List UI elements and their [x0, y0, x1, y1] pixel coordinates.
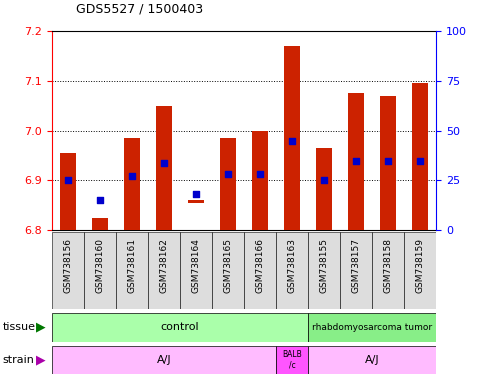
- Text: GSM738162: GSM738162: [159, 238, 169, 293]
- Text: GSM738155: GSM738155: [319, 238, 329, 293]
- Text: GSM738157: GSM738157: [352, 238, 361, 293]
- Text: GSM738165: GSM738165: [223, 238, 233, 293]
- Text: A/J: A/J: [365, 355, 380, 365]
- Text: GSM738160: GSM738160: [95, 238, 105, 293]
- Text: control: control: [161, 322, 199, 333]
- Text: ▶: ▶: [36, 354, 46, 366]
- Text: GSM738161: GSM738161: [127, 238, 137, 293]
- Bar: [276, 346, 308, 374]
- Bar: [284, 46, 300, 230]
- Bar: [308, 313, 436, 342]
- Text: A/J: A/J: [157, 355, 171, 365]
- Text: GSM738164: GSM738164: [191, 238, 201, 293]
- Point: [416, 157, 424, 164]
- Text: GSM738158: GSM738158: [384, 238, 393, 293]
- Bar: [348, 93, 364, 230]
- Text: ▶: ▶: [36, 321, 46, 334]
- Bar: [188, 200, 204, 203]
- Text: GDS5527 / 1500403: GDS5527 / 1500403: [76, 2, 204, 15]
- Point: [320, 177, 328, 184]
- Text: rhabdomyosarcoma tumor: rhabdomyosarcoma tumor: [312, 323, 432, 332]
- Bar: [52, 313, 308, 342]
- Point: [256, 171, 264, 177]
- Point: [64, 177, 72, 184]
- Text: GSM738163: GSM738163: [287, 238, 297, 293]
- Point: [160, 159, 168, 166]
- Bar: [252, 131, 268, 230]
- Text: BALB
/c: BALB /c: [282, 350, 302, 370]
- Bar: [372, 232, 404, 309]
- Bar: [220, 138, 236, 230]
- Bar: [380, 96, 396, 230]
- Bar: [92, 218, 108, 230]
- Bar: [84, 232, 116, 309]
- Bar: [316, 148, 332, 230]
- Point: [96, 197, 104, 204]
- Bar: [116, 232, 148, 309]
- Point: [385, 157, 392, 164]
- Text: strain: strain: [2, 355, 35, 365]
- Text: GSM738159: GSM738159: [416, 238, 425, 293]
- Point: [192, 191, 200, 197]
- Text: tissue: tissue: [2, 322, 35, 333]
- Bar: [148, 232, 180, 309]
- Point: [128, 174, 136, 180]
- Bar: [412, 83, 428, 230]
- Bar: [404, 232, 436, 309]
- Bar: [52, 346, 276, 374]
- Bar: [308, 346, 436, 374]
- Bar: [244, 232, 276, 309]
- Bar: [308, 232, 340, 309]
- Bar: [52, 232, 84, 309]
- Point: [288, 137, 296, 144]
- Bar: [180, 232, 212, 309]
- Point: [224, 171, 232, 177]
- Bar: [60, 153, 76, 230]
- Bar: [212, 232, 244, 309]
- Point: [352, 157, 360, 164]
- Bar: [156, 106, 172, 230]
- Bar: [276, 232, 308, 309]
- Text: GSM738156: GSM738156: [63, 238, 72, 293]
- Text: GSM738166: GSM738166: [255, 238, 265, 293]
- Bar: [340, 232, 372, 309]
- Bar: [124, 138, 140, 230]
